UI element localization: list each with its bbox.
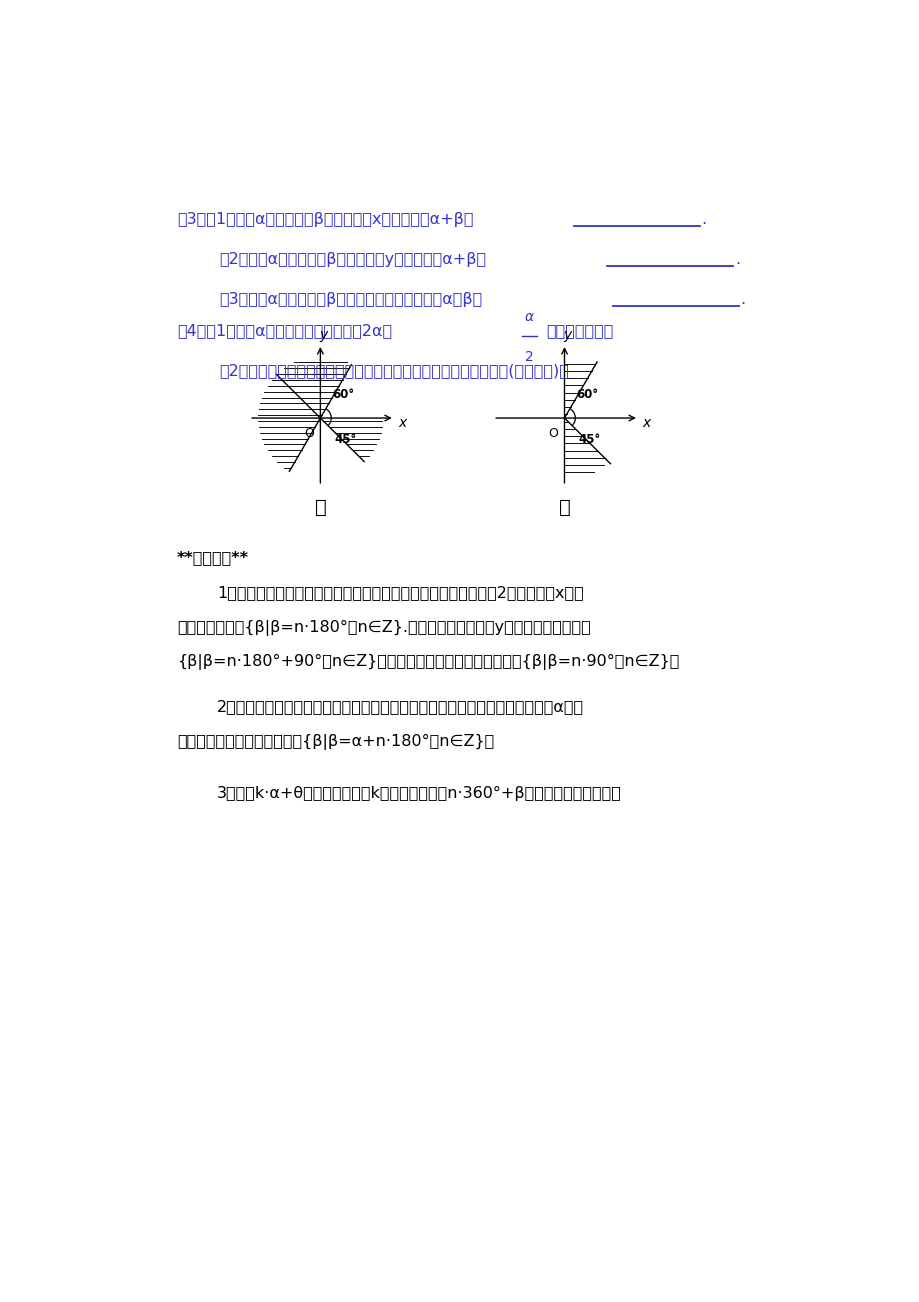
Text: 3．在角k·α+θ中，适当取整数k的值，把它化成n·360°+β的形式，从而确定出角: 3．在角k·α+θ中，适当取整数k的值，把它化成n·360°+β的形式，从而确定…: [217, 786, 621, 801]
Text: .: .: [740, 292, 744, 307]
Text: y: y: [562, 328, 571, 341]
Text: x: x: [641, 417, 650, 431]
Text: 乙: 乙: [558, 499, 570, 517]
Text: （3）若角α的终边与角β的终边关于原点对称，则α－β＝: （3）若角α的终边与角β的终边关于原点对称，则α－β＝: [220, 292, 482, 307]
Text: 1．数学是讲究简洁性的，通过数学概括能使表达更加简洁，如例2．把终边在x轴上: 1．数学是讲究简洁性的，通过数学概括能使表达更加简洁，如例2．把终边在x轴上: [217, 585, 584, 600]
Text: .: .: [734, 251, 739, 267]
Text: 甲: 甲: [314, 499, 326, 517]
Text: 例3．（1）若角α的终边与角β的终边关于x轴对称，则α+β＝: 例3．（1）若角α的终边与角β的终边关于x轴对称，则α+β＝: [176, 212, 473, 227]
Text: {β|β=n·180°+90°，n∈Z}，终边在坐标轴上的角的集合写成{β|β=n·90°，n∈Z}。: {β|β=n·180°+90°，n∈Z}，终边在坐标轴上的角的集合写成{β|β=…: [176, 655, 678, 671]
Text: .: .: [701, 212, 706, 227]
Text: 的角的集合写成{β|β=n·180°，n∈Z}.同样，可以把终边在y轴上的角的集合写成: 的角的集合写成{β|β=n·180°，n∈Z}.同样，可以把终边在y轴上的角的集…: [176, 620, 590, 635]
Text: 60°: 60°: [575, 388, 597, 401]
Text: **规律总结**: **规律总结**: [176, 551, 249, 565]
Text: y: y: [319, 328, 327, 341]
Text: x: x: [397, 417, 405, 431]
Text: （2）若角α的终边与角β的终边关于y轴对称，则α+β＝: （2）若角α的终边与角β的终边关于y轴对称，则α+β＝: [220, 251, 486, 267]
Text: 角所在的象限；: 角所在的象限；: [546, 323, 613, 339]
Text: 终边在此直线上的角的集合是{β|β=α+n·180°，n∈Z}。: 终边在此直线上的角的集合是{β|β=α+n·180°，n∈Z}。: [176, 734, 494, 750]
Text: 例4．（1）已知α是第四象限角，试确定2α，: 例4．（1）已知α是第四象限角，试确定2α，: [176, 323, 391, 339]
Text: 45°: 45°: [578, 434, 600, 447]
Text: 2．终边在同一直线上的角有两个，都可以合并在一个集合中，设其中一个角为α，则: 2．终边在同一直线上的角有两个，都可以合并在一个集合中，设其中一个角为α，则: [217, 699, 584, 715]
Text: 2: 2: [525, 349, 533, 363]
Text: O: O: [548, 427, 558, 440]
Text: α: α: [525, 310, 534, 324]
Text: 45°: 45°: [334, 434, 357, 447]
Text: O: O: [304, 427, 313, 440]
Text: 60°: 60°: [332, 388, 354, 401]
Text: （2）如图，分别写出角的终边在甲、乙图中阴影区域内的角的集合(包括边界)．: （2）如图，分别写出角的终边在甲、乙图中阴影区域内的角的集合(包括边界)．: [220, 363, 569, 379]
